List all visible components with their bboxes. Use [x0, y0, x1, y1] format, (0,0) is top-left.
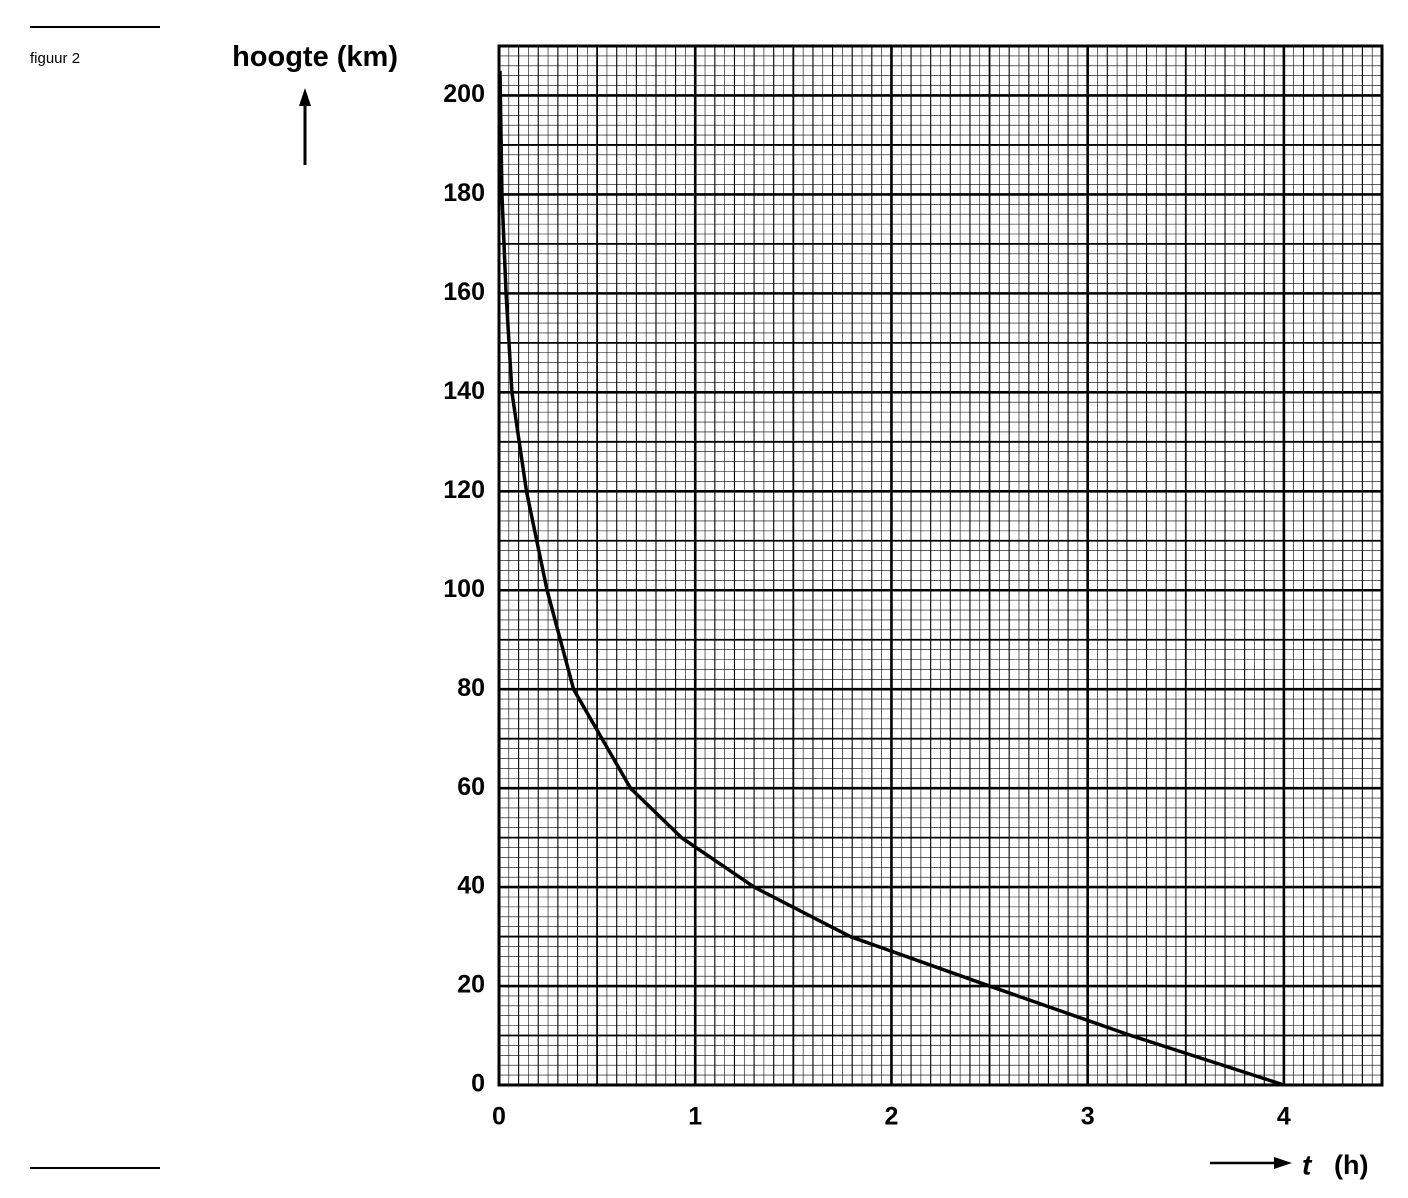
- y-tick-label: 60: [457, 773, 485, 801]
- x-tick-label: 2: [884, 1103, 898, 1131]
- x-tick-label: 3: [1081, 1103, 1095, 1131]
- x-axis-unit: (h): [1334, 1150, 1368, 1180]
- y-tick-label: 140: [443, 377, 485, 405]
- data-line: [498, 70, 1285, 1087]
- y-tick-label: 20: [457, 971, 485, 999]
- y-axis-label: hoogte (km): [232, 41, 398, 73]
- plot-frame: [497, 44, 1384, 1087]
- plot: [498, 70, 1285, 1087]
- y-arrow: [299, 88, 311, 165]
- y-tick-label: 80: [457, 674, 485, 702]
- x-tick-label: 4: [1277, 1103, 1291, 1131]
- y-tick-label: 180: [443, 179, 485, 207]
- y-tick-label: 0: [471, 1070, 485, 1098]
- y-tick-label: 120: [443, 476, 485, 504]
- figure-caption: figuur 2: [30, 50, 80, 67]
- x-tick-label: 1: [688, 1103, 702, 1131]
- grid: [497, 44, 1384, 1087]
- y-tick-label: 40: [457, 872, 485, 900]
- y-tick-label: 200: [443, 80, 485, 108]
- x-axis-symbol: t: [1302, 1149, 1313, 1180]
- y-tick-label: 160: [443, 278, 485, 306]
- x-arrow: [1210, 1157, 1292, 1169]
- y-tick-label: 100: [443, 575, 485, 603]
- x-tick-label: 0: [492, 1103, 506, 1131]
